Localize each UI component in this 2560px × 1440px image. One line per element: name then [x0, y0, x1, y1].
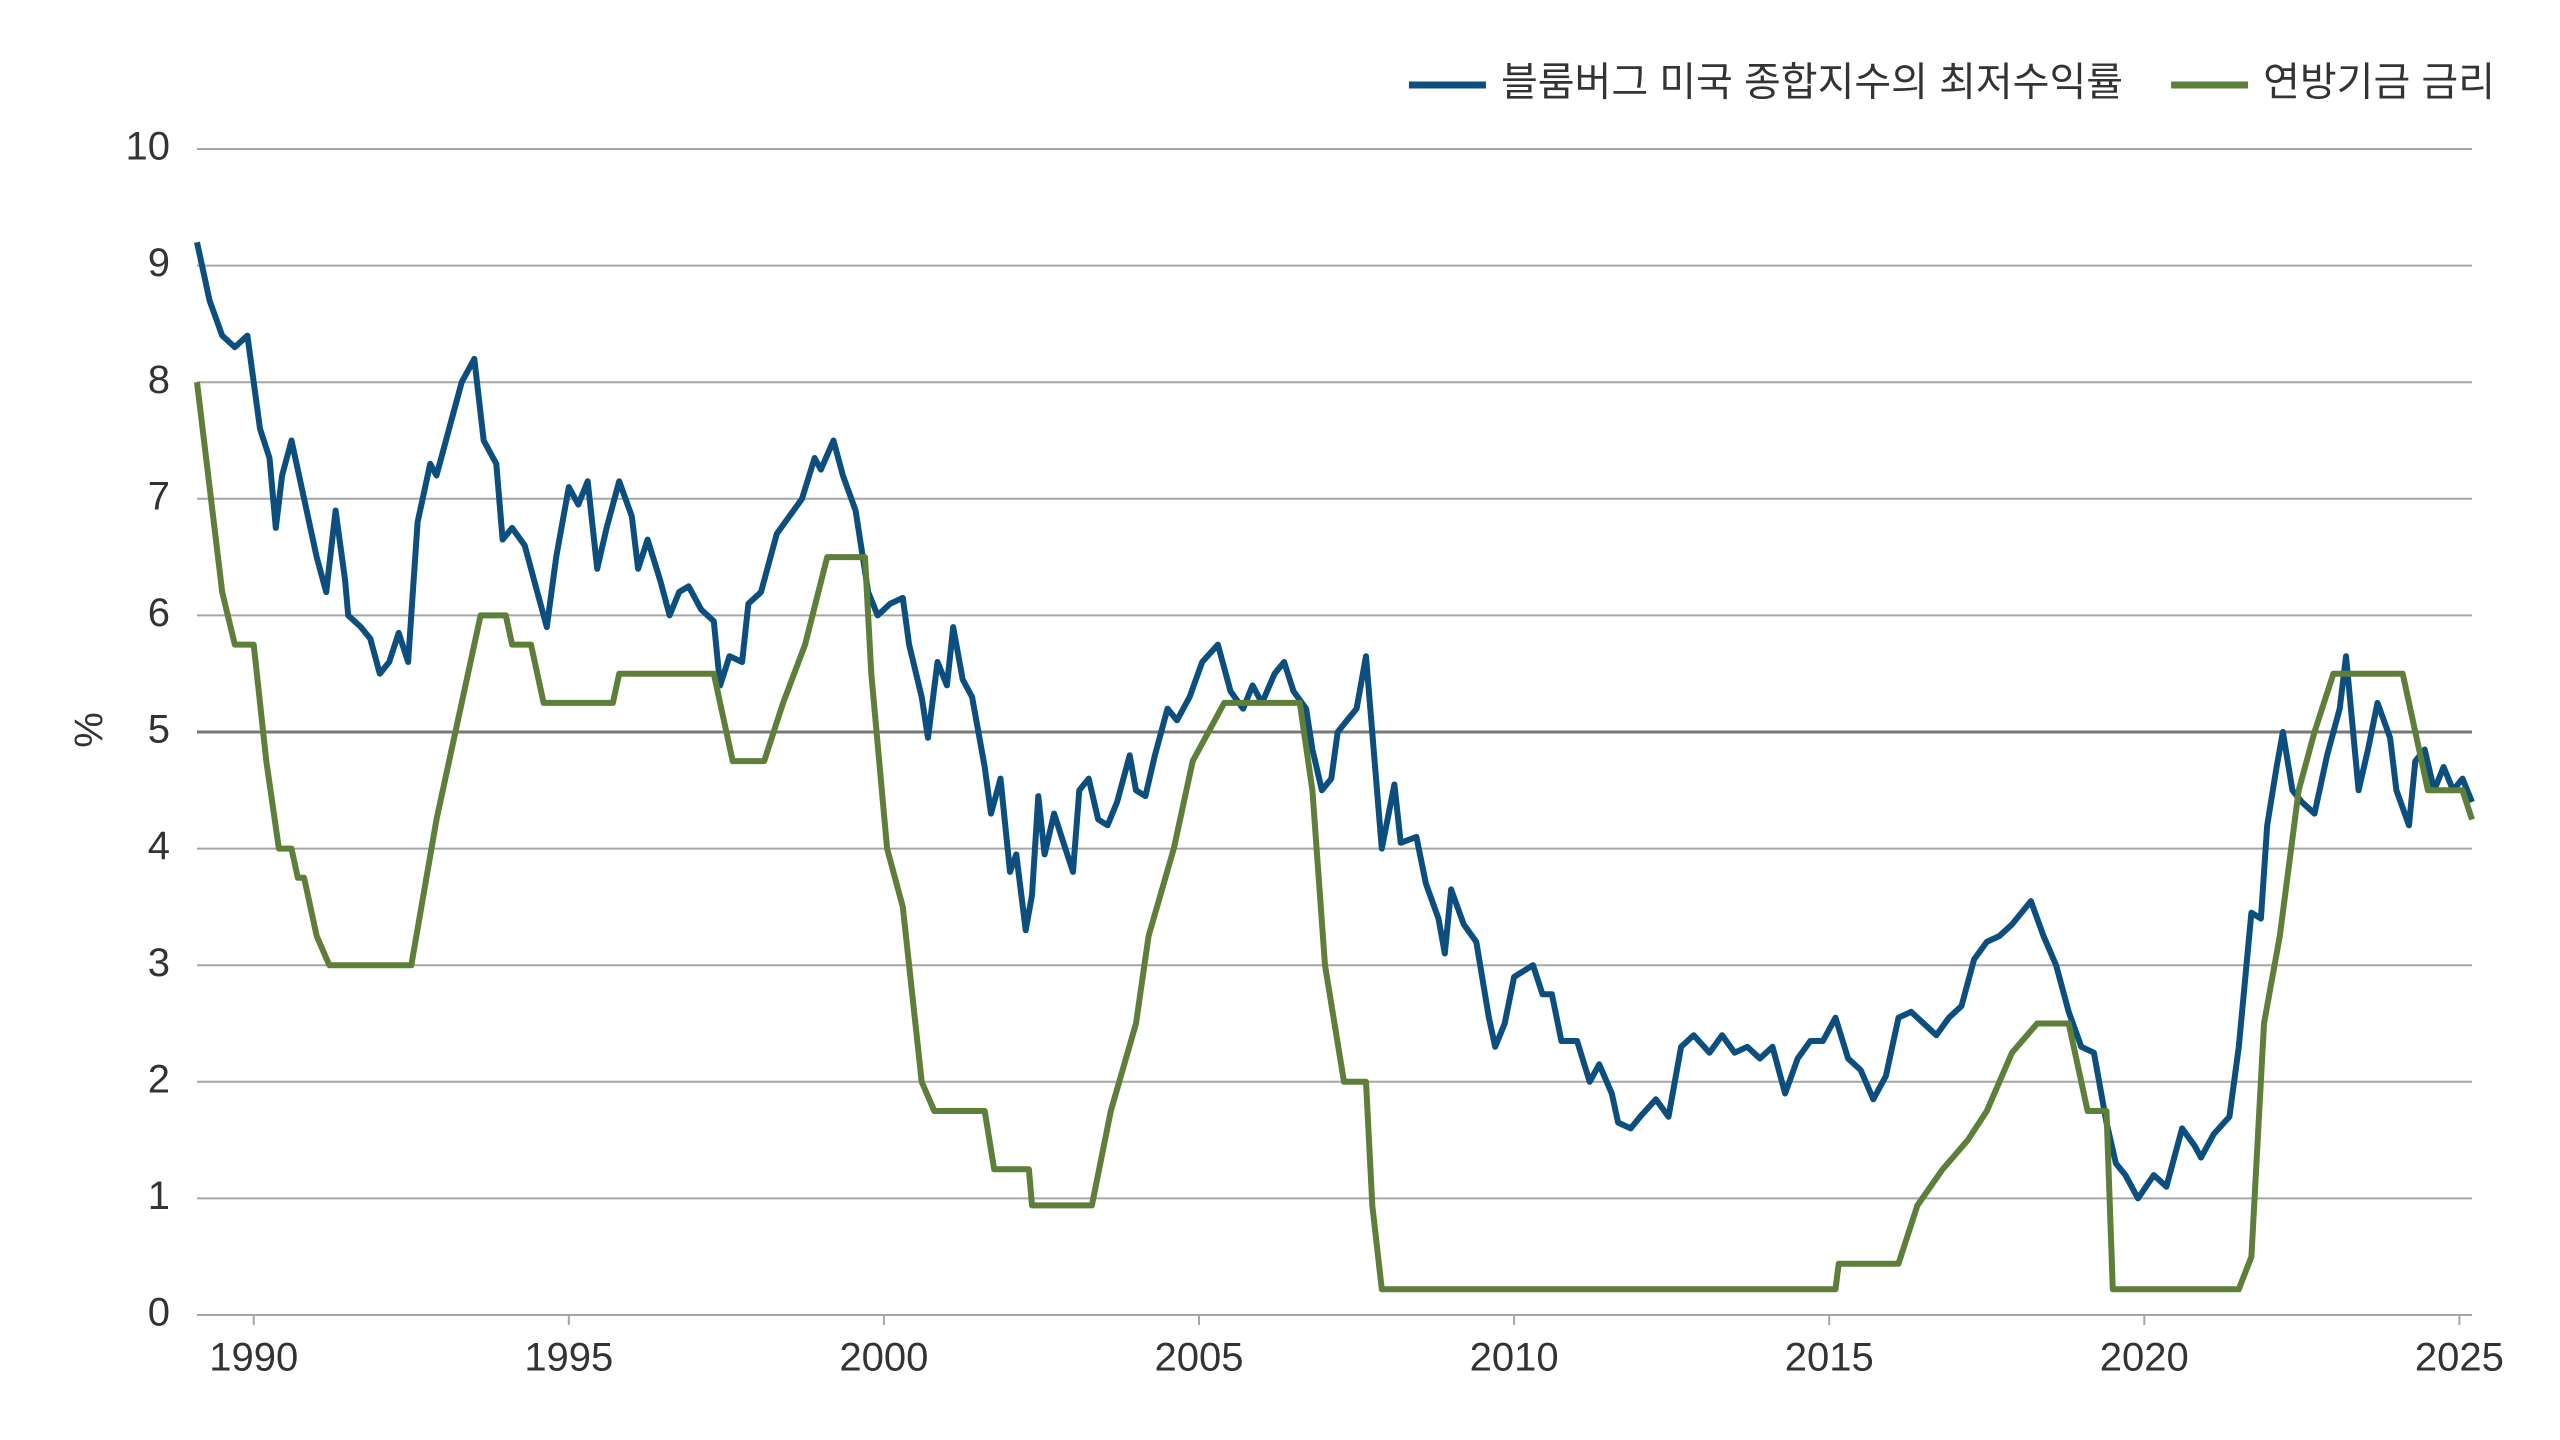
y-tick-label: 3 [148, 941, 170, 985]
x-tick-label: 2005 [1155, 1336, 1244, 1380]
x-tick-label: 1995 [524, 1336, 613, 1380]
x-tick-label: 2025 [2415, 1336, 2504, 1380]
x-tick-label: 1990 [209, 1336, 298, 1380]
y-tick-label: 4 [148, 824, 170, 868]
x-tick-label: 2020 [2100, 1336, 2189, 1380]
y-tick-label: 5 [148, 708, 170, 752]
y-tick-label: 9 [148, 241, 170, 285]
y-tick-label: 6 [148, 591, 170, 635]
y-tick-label: 2 [148, 1057, 170, 1101]
y-tick-label: 10 [126, 125, 171, 169]
y-tick-label: 7 [148, 474, 170, 518]
series-line [194, 241, 2475, 1202]
grid: 0 1 2 3 4 5 6 7 8 9 10 1990 1995 2000 2005 2010 2015 2020… [126, 125, 2504, 1380]
legend-label: 블룸버그 미국 종합지수의 최저수익률 [1501, 61, 2123, 105]
legend-label: 연방기금 금리 [2263, 61, 2495, 105]
legend: 연방기금 금리 블룸버그 미국 종합지수의 최저수익률 [1408, 61, 2495, 105]
x-tick-label: 2010 [1470, 1336, 1559, 1380]
y-tick-label: 0 [148, 1291, 170, 1335]
x-tick-label: 2000 [839, 1336, 928, 1380]
y-axis-label: % [68, 712, 112, 748]
series-line [194, 381, 2475, 1293]
y-tick-label: 8 [148, 358, 170, 402]
x-tick-label: 2015 [1785, 1336, 1874, 1380]
y-tick-label: 1 [148, 1174, 170, 1218]
plot-lines [194, 241, 2475, 1293]
